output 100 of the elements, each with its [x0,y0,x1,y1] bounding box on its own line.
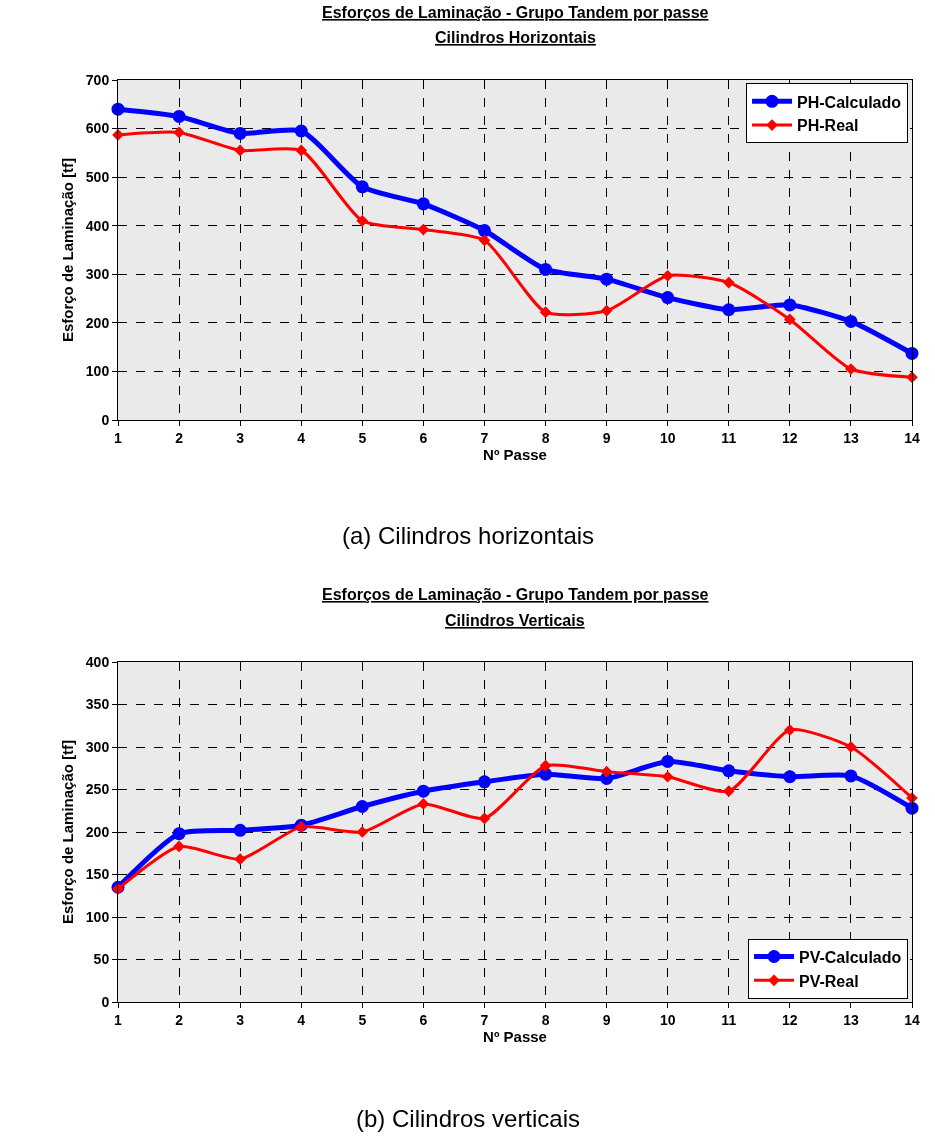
x-tick-label: 10 [659,429,676,446]
x-tick-label: 10 [659,1011,676,1028]
point [844,769,858,783]
x-tick-label: 5 [358,1011,367,1028]
point [173,126,185,139]
y-tick-label: 350 [85,696,110,713]
point [722,303,736,317]
point [233,126,247,140]
point [600,765,613,778]
point [356,826,369,838]
point [295,144,308,157]
point [172,109,186,123]
legend-label: PH-Real [797,117,859,135]
text: (a) Cilindros horizontais [342,522,595,549]
point [844,314,858,328]
x-tick-label: 13 [843,429,859,446]
point [478,812,491,825]
point [783,770,797,784]
y-tick-label: 250 [85,781,110,798]
y-axis-title: Esforço de Laminação [tf] [59,157,77,343]
point [355,800,369,813]
point [539,306,552,319]
x-tick-label: 6 [419,429,428,446]
y-tick-label: 100 [85,363,110,380]
x-tick-label: 4 [297,429,306,446]
x-tick-label: 12 [782,1011,798,1028]
legend-label: PH-Calculado [797,93,902,111]
point [600,272,614,286]
y-tick-label: 0 [101,993,110,1010]
point [173,840,185,853]
x-tick-label: 13 [843,1011,859,1028]
legend-label: PV-Calculado [799,948,902,966]
x-tick-label: 5 [358,429,367,446]
point [661,770,674,783]
y-tick-label: 50 [93,951,110,968]
y-tick-label: 200 [85,823,110,840]
x-tick-label: 7 [480,1011,489,1028]
x-axis-title: Nº Passe [483,445,547,463]
point [356,215,369,227]
y-tick-label: 100 [85,908,110,925]
y-tick-label: 400 [85,653,110,670]
point [477,224,491,238]
point [661,269,674,282]
point [416,784,430,798]
y-tick-label: 150 [85,866,110,883]
point [783,298,797,312]
x-tick-label: 11 [721,1011,737,1028]
point [539,262,553,276]
point [722,764,736,778]
y-tick-label: 700 [85,71,110,88]
y-tick-label: 400 [85,217,110,234]
y-tick-label: 300 [85,738,110,755]
x-tick-label: 6 [419,1011,428,1028]
point [478,234,491,247]
point [906,371,918,384]
point [600,304,613,317]
point [661,291,675,305]
point [784,724,796,736]
point [539,759,552,772]
point [294,124,308,138]
y-axis-title: Esforço de Laminação [tf] [59,739,77,925]
x-tick-label: 1 [114,429,123,446]
x-tick-label: 8 [541,429,550,446]
point [233,823,247,837]
point [172,827,186,841]
y-tick-label: 300 [85,266,110,283]
point [416,197,430,211]
x-tick-label: 9 [602,1011,611,1028]
x-tick-label: 14 [904,429,920,446]
point [784,313,796,326]
point [234,144,246,157]
x-tick-label: 14 [904,1011,920,1028]
x-tick-label: 7 [480,429,489,446]
y-tick-label: 600 [85,120,110,137]
y-tick-label: 200 [85,314,110,331]
x-tick-label: 11 [721,429,737,446]
point [417,223,430,236]
point [417,798,430,810]
chart-subtitle: Cilindros Horizontais [435,29,596,46]
x-tick-label: 4 [297,1011,306,1028]
point [477,775,491,789]
x-tick-label: 8 [541,1011,550,1028]
point [234,853,246,866]
y-tick-label: 500 [85,169,110,186]
chart-title: Esforços de Laminação - Grupo Tandem por passe [322,586,709,603]
text: (b) Cilindros verticais [356,1105,581,1132]
x-tick-label: 3 [236,429,245,446]
x-tick-label: 2 [175,1011,184,1028]
chart-title: Esforços de Laminação - Grupo Tandem por passe [322,4,709,21]
x-tick-label: 3 [236,1011,245,1028]
x-tick-label: 2 [175,429,184,446]
x-tick-label: 1 [114,1011,123,1028]
point [661,754,675,768]
point [355,180,369,194]
x-axis-title: Nº Passe [483,1027,547,1045]
y-tick-label: 0 [101,411,110,428]
x-tick-label: 12 [782,429,798,446]
chart-subtitle: Cilindros Verticais [445,612,585,629]
point [722,276,735,289]
x-tick-label: 9 [602,429,611,446]
